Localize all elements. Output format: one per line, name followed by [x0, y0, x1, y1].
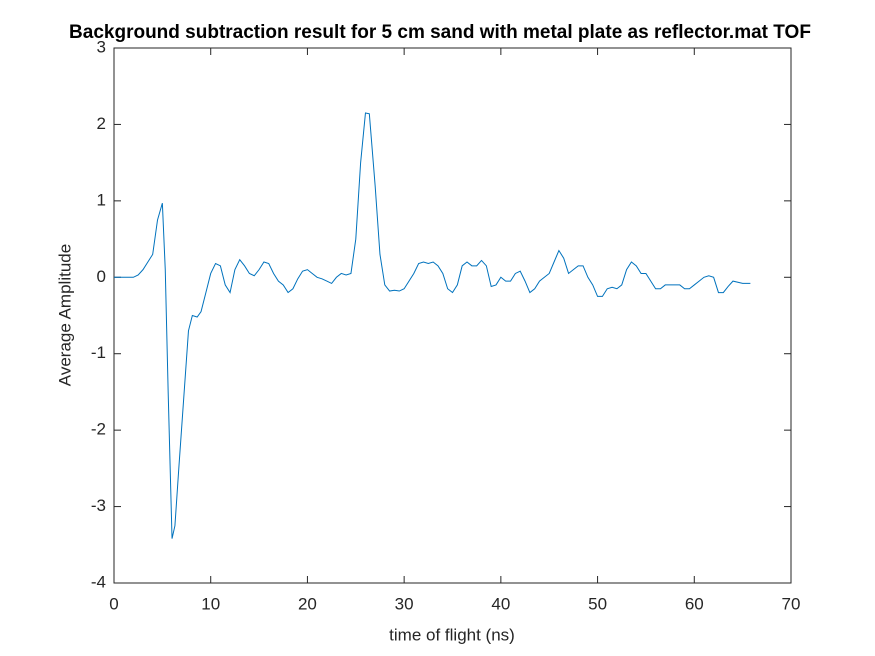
- x-tick-label: 60: [685, 594, 704, 613]
- x-tick-label: 0: [109, 594, 118, 613]
- data-line: [114, 112, 751, 539]
- y-tick-label: -4: [91, 572, 106, 591]
- x-tick-label: 30: [395, 594, 414, 613]
- x-tick-label: 10: [201, 594, 220, 613]
- y-tick-label: -2: [91, 420, 106, 439]
- x-axis-label: time of flight (ns): [389, 625, 515, 644]
- x-tick-label: 50: [588, 594, 607, 613]
- y-tick-label: -3: [91, 496, 106, 515]
- y-tick-label: -1: [91, 343, 106, 362]
- x-tick-label: 70: [782, 594, 801, 613]
- y-tick-label: 0: [97, 267, 106, 286]
- y-tick-label: 1: [97, 190, 106, 209]
- y-axis-label: Average Amplitude: [55, 244, 74, 386]
- y-tick-label: 2: [97, 114, 106, 133]
- chart-title: Background subtraction result for 5 cm s…: [69, 22, 811, 43]
- axes-box: [113, 47, 792, 584]
- x-tick-label: 40: [491, 594, 510, 613]
- x-tick-label: 20: [298, 594, 317, 613]
- y-tick-label: 3: [97, 37, 106, 56]
